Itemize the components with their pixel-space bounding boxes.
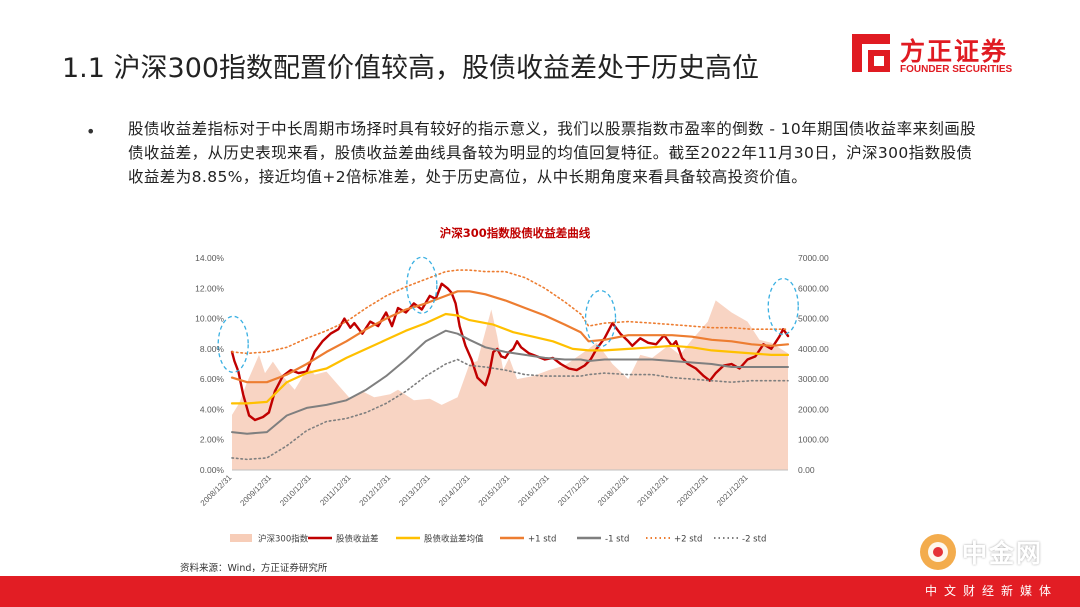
- legend-label: 股债收益差均值: [424, 534, 484, 545]
- bullet-text: 股债收益差指标对于中长周期市场择时具有较好的指示意义，我们以股票指数市盈率的倒数…: [128, 120, 977, 186]
- founder-logo: 方正证券 FOUNDER SECURITIES: [850, 30, 1040, 80]
- x-tick-label: 2018/12/31: [596, 473, 631, 508]
- legend-label: +2 std: [674, 535, 702, 545]
- y-left-tick-label: 12.00%: [195, 283, 224, 293]
- spread-chart: 沪深300指数股债收益差曲线 0.00% 2.00% 4.00% 6.00% 8.00%…: [195, 226, 829, 545]
- highlight-circle: [406, 256, 438, 314]
- footer-bar: [0, 576, 1080, 607]
- logo-text-cn: 方正证券: [900, 37, 1009, 66]
- x-tick-label: 2009/12/31: [238, 473, 273, 508]
- y-left-tick-label: 2.00%: [200, 435, 225, 445]
- source-note: 资料来源：Wind，方正证券研究所: [180, 563, 328, 574]
- series-line-2: [230, 312, 790, 405]
- legend-label: +1 std: [528, 535, 556, 545]
- founder-logo-icon: [852, 34, 890, 72]
- y-right-tick-label: 1000.00: [798, 435, 829, 445]
- bullet-marker: •: [86, 122, 96, 141]
- watermark-url: CNGOLD.COM.CN: [990, 569, 1051, 576]
- x-tick-label: 2017/12/31: [556, 473, 591, 508]
- y-left-tick-label: 0.00%: [200, 465, 225, 475]
- y-right-tick-label: 0.00: [798, 465, 815, 475]
- series-line-3: [230, 290, 790, 384]
- x-tick-label: 2011/12/31: [318, 473, 353, 508]
- series-line-4: [231, 329, 789, 435]
- lines-layer: [230, 269, 790, 461]
- y-right-tick-label: 3000.00: [798, 374, 829, 384]
- x-tick-label: 2019/12/31: [636, 473, 671, 508]
- legend-swatch: [230, 534, 252, 542]
- highlight-circle: [767, 277, 799, 336]
- legend-label: -1 std: [605, 535, 629, 545]
- legend-label: -2 std: [742, 535, 766, 545]
- x-tick-label: 2010/12/31: [278, 473, 313, 508]
- legend-label: 股债收益差: [336, 534, 379, 545]
- y-left-tick-label: 14.00%: [195, 253, 224, 263]
- logo-text-en: FOUNDER SECURITIES: [900, 64, 1013, 75]
- x-tick-label: 2013/12/31: [397, 473, 432, 508]
- page-title: 1.1 沪深300指数配置价值较高，股债收益差处于历史高位: [62, 53, 760, 84]
- y-left-tick-label: 10.00%: [195, 314, 224, 324]
- legend-label: 沪深300指数: [258, 534, 309, 545]
- y-left-tick-label: 6.00%: [200, 374, 225, 384]
- x-tick-label: 2015/12/31: [477, 473, 512, 508]
- watermark-text: 中金网: [962, 539, 1044, 568]
- x-tick-label: 2020/12/31: [675, 473, 710, 508]
- x-tick-label: 2016/12/31: [516, 473, 551, 508]
- y-right-tick-label: 4000.00: [798, 344, 829, 354]
- x-tick-label: 2021/12/31: [715, 473, 750, 508]
- y-left-tick-label: 4.00%: [200, 404, 225, 414]
- series-area-index: [232, 300, 788, 470]
- watermark-subtitle: 中文财经新媒体: [925, 584, 1059, 598]
- legend-layer: 沪深300指数 股债收益差 股债收益差均值 +1 std -1 std +2 std -2 …: [230, 534, 766, 545]
- series-line-6: [231, 358, 789, 461]
- cngold-logo-icon: [920, 534, 956, 570]
- x-tick-label: 2008/12/31: [199, 473, 234, 508]
- index-area-layer: [232, 300, 788, 470]
- y-right-tick-label: 7000.00: [798, 253, 829, 263]
- y-right-tick-label: 6000.00: [798, 283, 829, 293]
- y-right-tick-label: 2000.00: [798, 404, 829, 414]
- chart-title: 沪深300指数股债收益差曲线: [440, 226, 591, 240]
- x-tick-label: 2014/12/31: [437, 473, 472, 508]
- series-line-5: [231, 269, 789, 355]
- y-left-tick-label: 8.00%: [200, 344, 225, 354]
- x-tick-label: 2012/12/31: [358, 473, 393, 508]
- y-right-tick-label: 5000.00: [798, 314, 829, 324]
